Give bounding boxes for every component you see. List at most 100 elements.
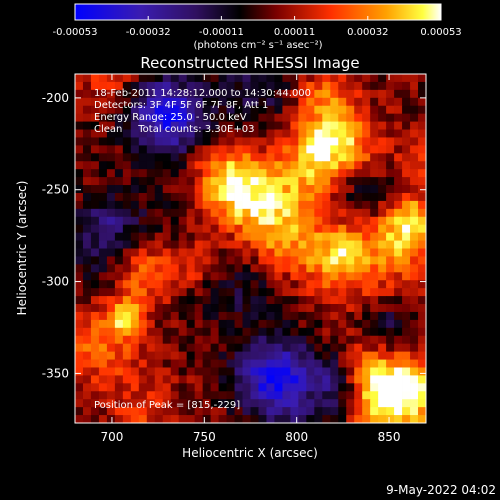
heatmap-cell xyxy=(298,359,307,368)
heatmap-cell xyxy=(210,399,219,408)
heatmap-cell xyxy=(162,177,172,186)
heatmap-cell xyxy=(226,335,235,345)
heatmap-cell xyxy=(162,74,172,83)
heatmap-cell xyxy=(186,177,196,186)
heatmap-cell xyxy=(394,407,403,416)
heatmap-cell xyxy=(90,240,100,249)
heatmap-cell xyxy=(370,185,379,194)
heatmap-cell xyxy=(242,399,251,408)
heatmap-cell xyxy=(298,192,307,202)
heatmap-cell xyxy=(202,359,212,368)
heatmap-cell xyxy=(242,208,251,218)
heatmap-cell xyxy=(306,375,315,384)
heatmap-cell xyxy=(386,169,395,178)
heatmap-cell xyxy=(138,327,148,337)
heatmap-cell xyxy=(306,359,315,368)
heatmap-cell xyxy=(202,169,212,178)
heatmap-cell xyxy=(154,177,164,186)
heatmap-cell xyxy=(250,224,259,234)
heatmap-cell xyxy=(210,272,219,281)
heatmap-cell xyxy=(282,232,291,241)
heatmap-cell xyxy=(114,216,124,226)
heatmap-cell xyxy=(338,105,347,115)
heatmap-cell xyxy=(186,185,196,194)
heatmap-cell xyxy=(82,169,92,178)
heatmap-cell xyxy=(370,74,379,83)
heatmap-cell xyxy=(106,169,116,178)
heatmap-cell xyxy=(402,232,411,241)
heatmap-cell xyxy=(122,399,132,408)
heatmap-cell xyxy=(322,272,331,281)
heatmap-cell xyxy=(210,121,219,130)
heatmap-cell xyxy=(354,177,363,186)
heatmap-cell xyxy=(338,335,347,345)
heatmap-cell xyxy=(282,161,291,170)
heatmap-cell xyxy=(75,359,84,368)
heatmap-cell xyxy=(82,224,92,234)
heatmap-cell xyxy=(346,97,355,107)
heatmap-cell xyxy=(394,296,403,305)
heatmap-cell xyxy=(274,375,283,384)
heatmap-cell xyxy=(210,200,219,210)
heatmap-cell xyxy=(146,224,156,234)
heatmap-cell xyxy=(218,232,227,241)
heatmap-cell xyxy=(258,208,267,218)
heatmap-cell xyxy=(290,383,299,392)
heatmap-cell xyxy=(282,415,291,424)
heatmap-cell xyxy=(346,105,355,115)
heatmap-cell xyxy=(154,367,164,376)
heatmap-cell xyxy=(234,383,243,392)
heatmap-cell xyxy=(250,343,259,353)
heatmap-cell xyxy=(170,304,180,313)
heatmap-cell xyxy=(346,327,355,337)
heatmap-cell xyxy=(402,185,411,194)
colorbar xyxy=(74,3,442,21)
heatmap-cell xyxy=(354,304,363,313)
heatmap-cell xyxy=(130,208,140,218)
heatmap-cell xyxy=(90,391,100,400)
heatmap-cell xyxy=(90,161,100,170)
heatmap-cell xyxy=(258,359,267,368)
heatmap-cell xyxy=(338,137,347,146)
heatmap-cell xyxy=(90,311,100,321)
heatmap-cell xyxy=(90,367,100,376)
heatmap-cell xyxy=(274,232,283,241)
heatmap-cell xyxy=(242,161,251,170)
heatmap-cell xyxy=(370,272,379,281)
heatmap-cell xyxy=(266,280,275,289)
heatmap-cell xyxy=(338,121,347,130)
heatmap-cell xyxy=(282,121,291,130)
heatmap-cell xyxy=(226,311,235,321)
heatmap-cell xyxy=(402,177,411,186)
heatmap-cell xyxy=(106,97,116,107)
heatmap-cell xyxy=(106,383,116,392)
heatmap-cell xyxy=(154,105,164,115)
heatmap-cell xyxy=(234,89,243,99)
heatmap-cell xyxy=(306,129,315,138)
heatmap-cell xyxy=(306,74,315,83)
heatmap-cell xyxy=(266,375,275,384)
heatmap-cell xyxy=(75,256,84,265)
heatmap-cell xyxy=(75,177,84,186)
heatmap-cell xyxy=(106,359,116,368)
heatmap-cell xyxy=(258,319,267,329)
heatmap-cell xyxy=(90,248,100,257)
heatmap-cell xyxy=(210,319,219,329)
heatmap-cell xyxy=(170,327,180,337)
heatmap-cell xyxy=(370,105,379,115)
heatmap-cell xyxy=(90,232,100,241)
heatmap-cell xyxy=(75,137,84,146)
heatmap-cell xyxy=(186,105,196,115)
colorbar-tick-label: 0.00032 xyxy=(347,27,388,38)
heatmap-cell xyxy=(90,383,100,392)
heatmap-cell xyxy=(298,169,307,178)
heatmap-cell xyxy=(138,280,148,289)
heatmap-cell xyxy=(354,311,363,321)
heatmap-cell xyxy=(378,248,387,257)
heatmap-cell xyxy=(242,129,251,138)
heatmap-cell xyxy=(274,113,283,122)
heatmap-cell xyxy=(226,288,235,297)
heatmap-cell xyxy=(75,327,84,337)
heatmap-cell xyxy=(114,304,124,313)
heatmap-cell xyxy=(186,89,196,99)
